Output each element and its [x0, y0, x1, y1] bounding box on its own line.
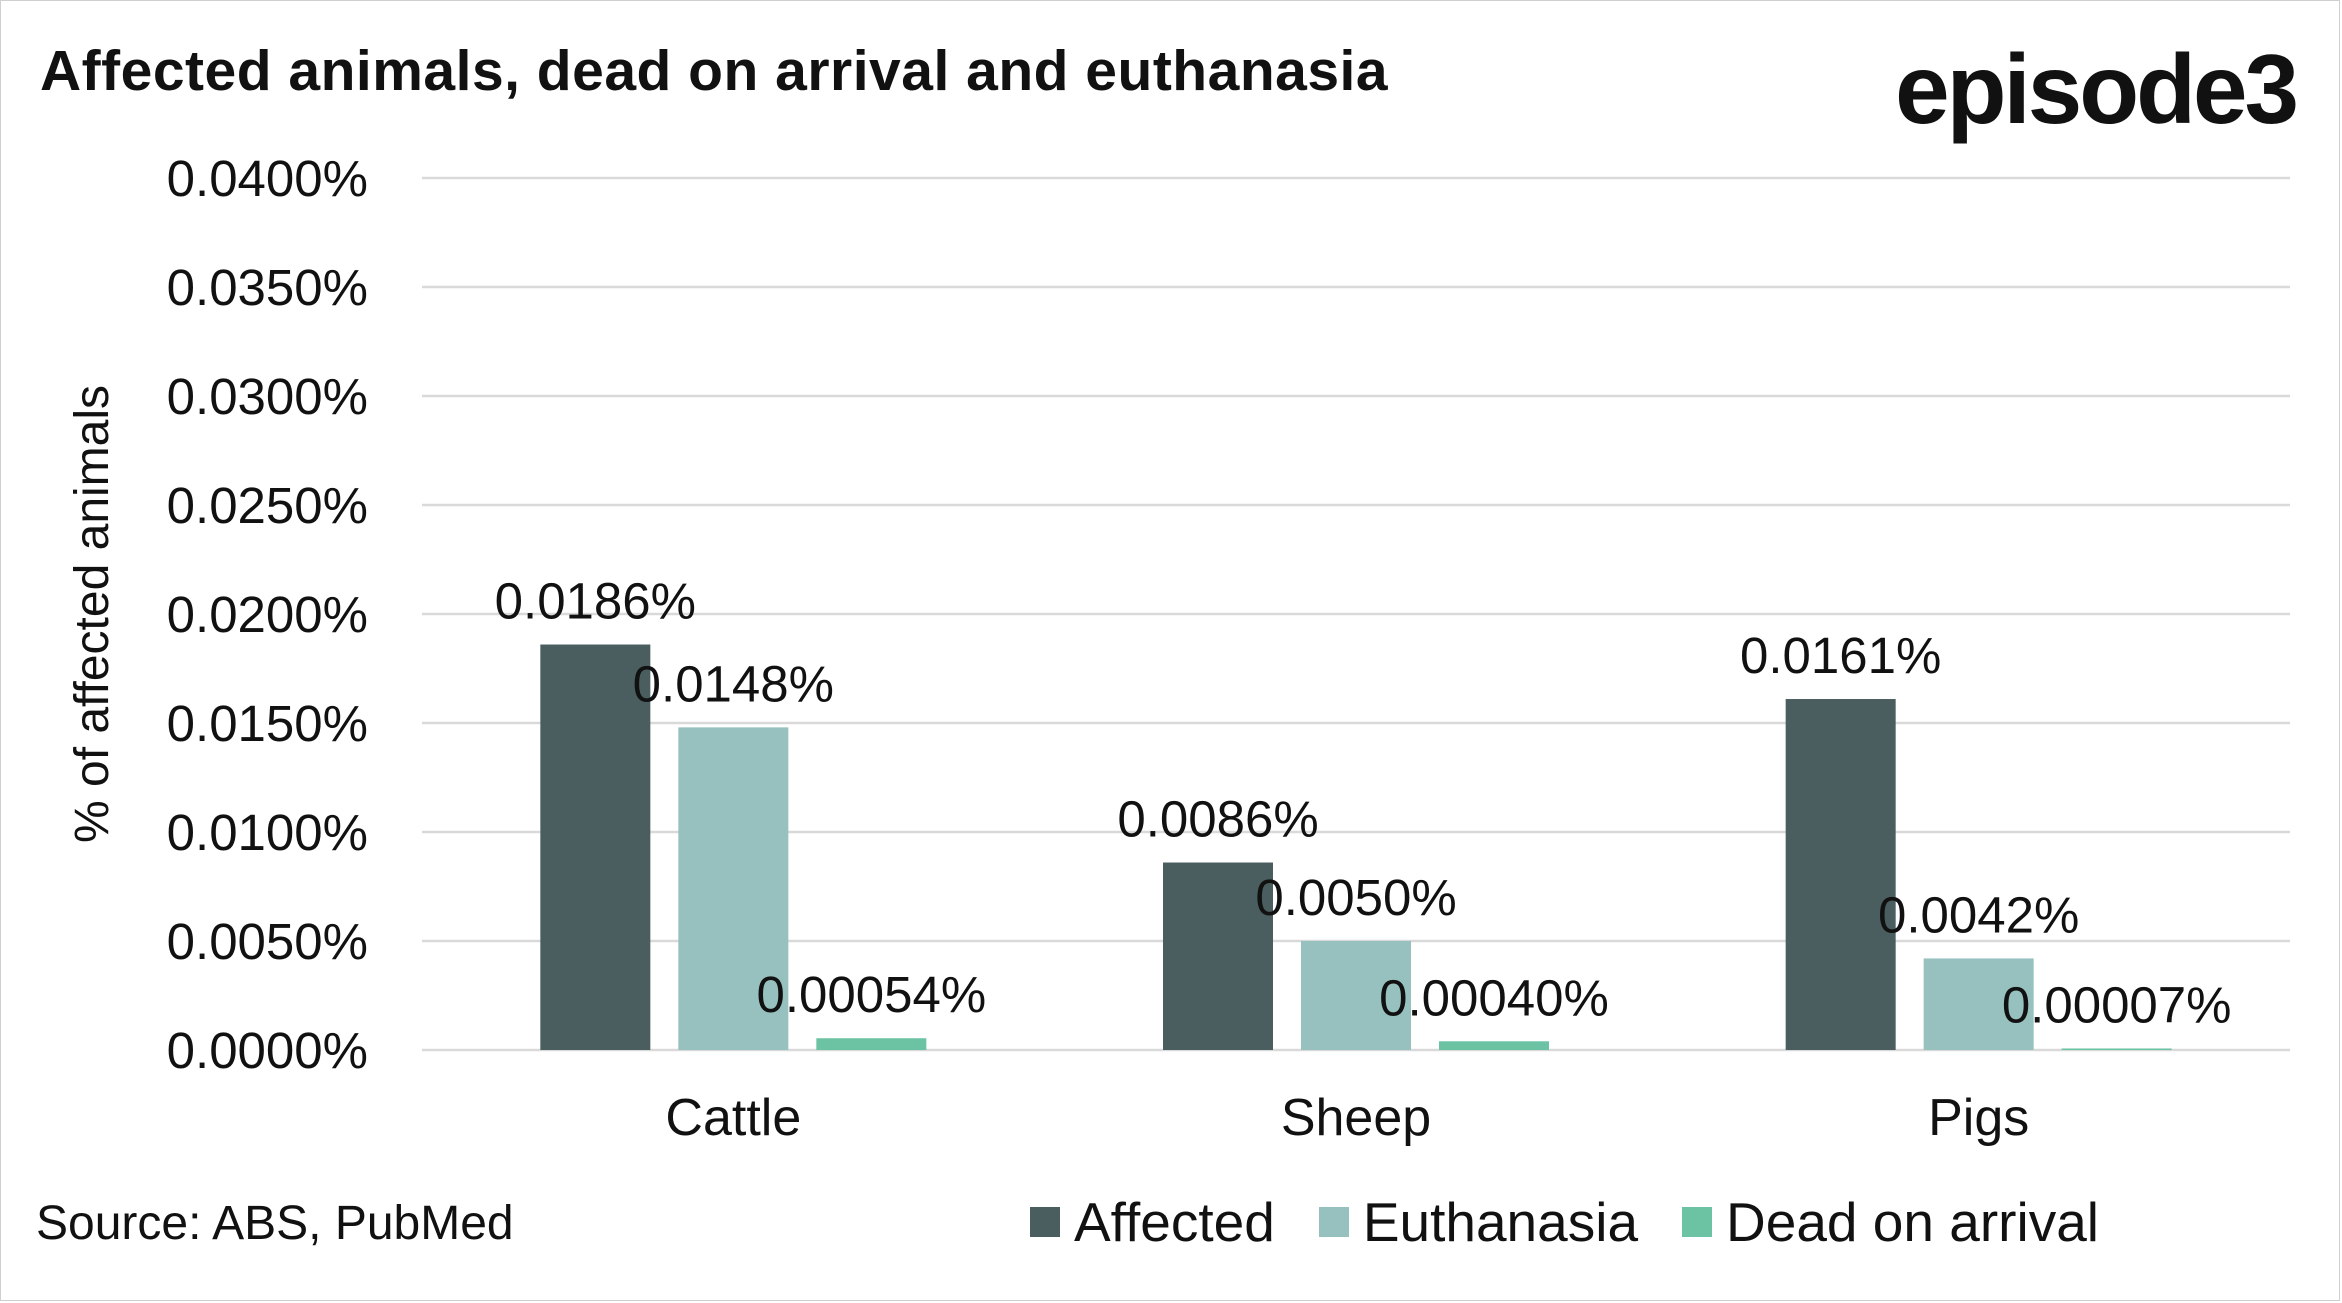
data-label-pigs-affected: 0.0161% [1740, 627, 1941, 684]
data-label-cattle-affected: 0.0186% [495, 573, 696, 630]
y-tick-label: 0.0050% [167, 913, 368, 970]
data-label-cattle-euthanasia: 0.0148% [633, 655, 834, 712]
data-label-sheep-euthanasia: 0.0050% [1255, 869, 1456, 926]
legend-label-affected: Affected [1074, 1191, 1275, 1253]
y-tick-label: 0.0350% [167, 259, 368, 316]
legend-swatch-dead-on-arrival [1682, 1207, 1713, 1237]
bar-cattle-affected [540, 644, 651, 1050]
x-category-label-pigs: Pigs [1928, 1089, 2029, 1147]
brand-logo: episode3 [1895, 34, 2299, 144]
bar-cattle-dead-on-arrival [816, 1038, 927, 1050]
legend-label-dead-on-arrival: Dead on arrival [1726, 1191, 2099, 1253]
bar-cattle-euthanasia [678, 727, 789, 1050]
data-label-cattle-dead-on-arrival: 0.00054% [756, 966, 986, 1023]
bar-pigs-euthanasia [1923, 958, 2034, 1050]
legend: Affected Euthanasia Dead on arrival [1030, 1190, 2099, 1254]
data-label-sheep-affected: 0.0086% [1117, 791, 1318, 848]
source-note: Source: ABS, PubMed [36, 1197, 514, 1250]
bar-sheep-dead-on-arrival [1439, 1041, 1549, 1050]
legend-swatch-euthanasia [1318, 1207, 1349, 1237]
legend-item-affected: Affected [1030, 1190, 1275, 1254]
bar-pigs-dead-on-arrival [2061, 1048, 2172, 1050]
bar-sheep-affected [1163, 862, 1273, 1050]
y-tick-label: 0.0150% [167, 695, 368, 752]
legend-swatch-affected [1030, 1207, 1060, 1237]
x-category-label-sheep: Sheep [1281, 1089, 1431, 1147]
y-tick-label: 0.0250% [167, 477, 368, 534]
data-label-pigs-dead-on-arrival: 0.00007% [2002, 976, 2232, 1033]
y-axis-title: % of affected animals [66, 385, 119, 843]
y-tick-label: 0.0100% [167, 804, 368, 861]
x-category-label-cattle: Cattle [665, 1089, 801, 1147]
y-tick-label: 0.0400% [167, 150, 368, 207]
chart-title: Affected animals, dead on arrival and eu… [40, 39, 1389, 103]
y-tick-label: 0.0300% [167, 368, 368, 425]
legend-item-euthanasia: Euthanasia [1318, 1190, 1639, 1254]
data-label-pigs-euthanasia: 0.0042% [1878, 886, 2079, 943]
y-tick-label: 0.0000% [167, 1022, 368, 1079]
legend-item-dead-on-arrival: Dead on arrival [1682, 1190, 2099, 1254]
y-tick-label: 0.0200% [167, 586, 368, 643]
bar-sheep-euthanasia [1301, 941, 1411, 1050]
data-label-sheep-dead-on-arrival: 0.00040% [1379, 969, 1609, 1026]
legend-label-euthanasia: Euthanasia [1362, 1191, 1639, 1253]
bar-pigs-affected [1785, 699, 1896, 1050]
